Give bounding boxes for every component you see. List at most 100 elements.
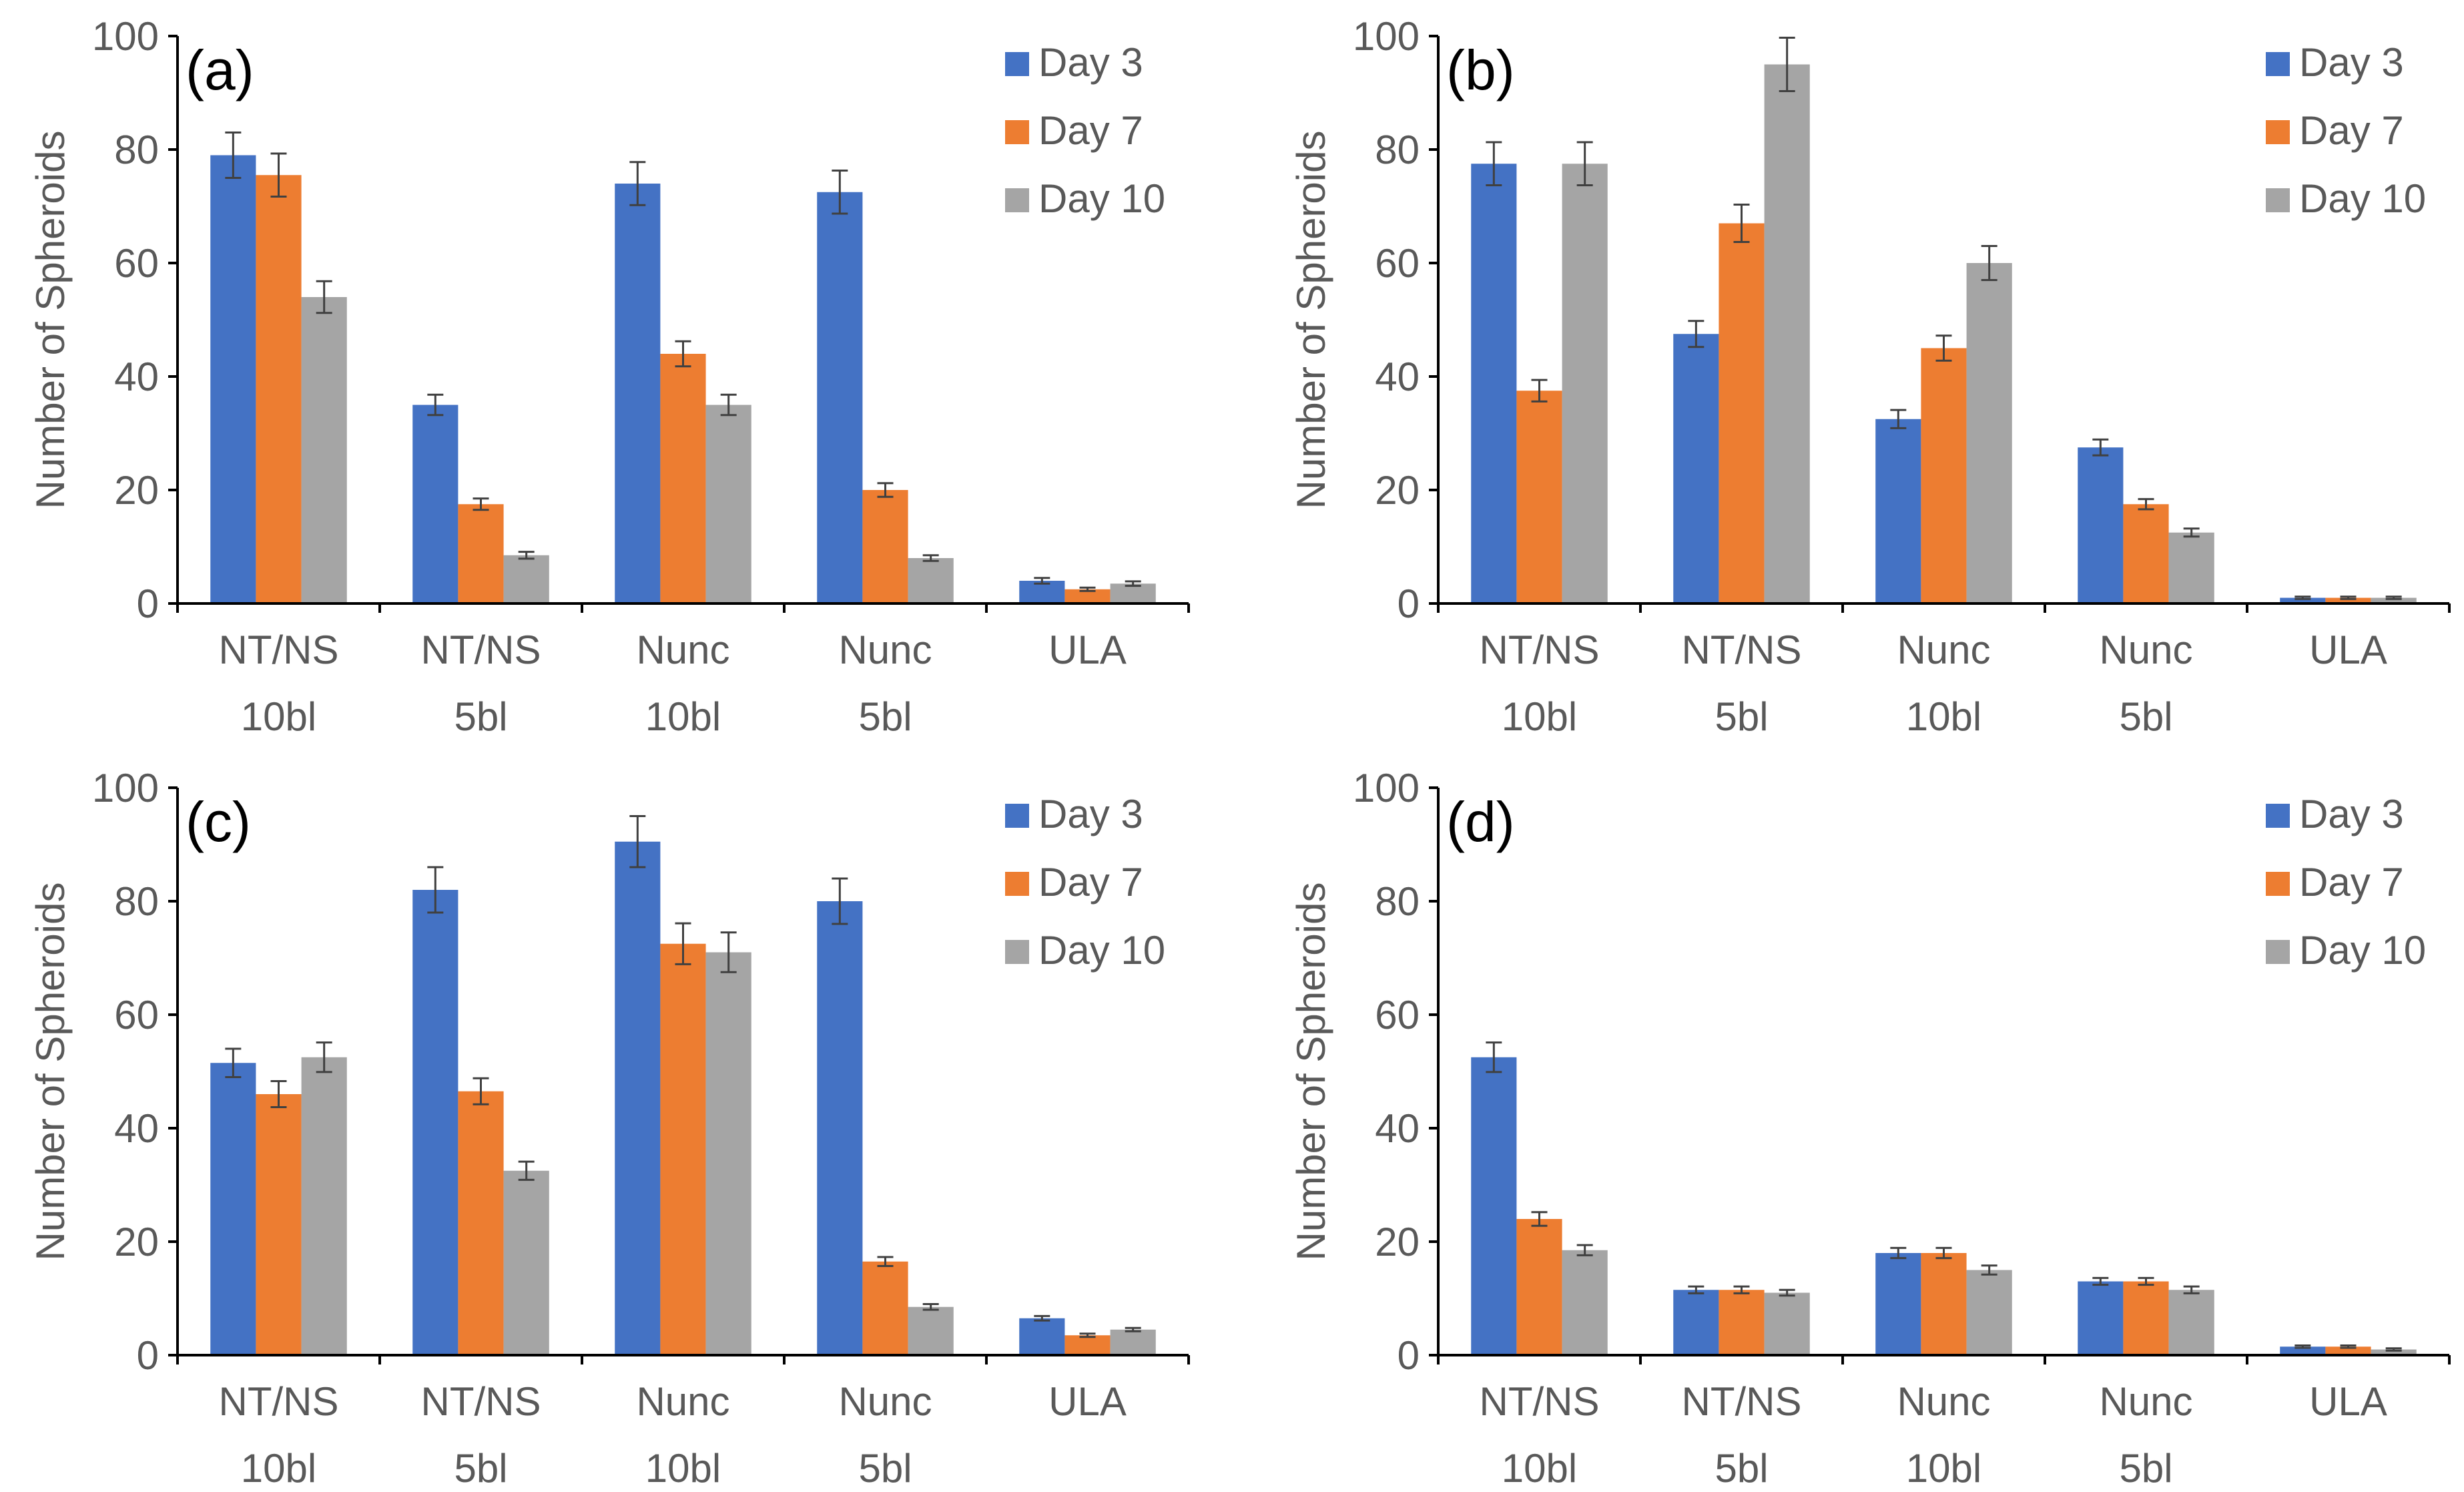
y-tick-label: 20 — [1375, 1220, 1420, 1264]
chart-panel-1: 0 20 40 60 80 100 NT/NS 10bl NT/NS 5bl Nunc 10bl Nun… — [1289, 14, 2451, 739]
bar-day-10-0 — [301, 297, 347, 603]
legend-label: Day 10 — [1038, 928, 1165, 973]
chart-panel-2: 0 20 40 60 80 100 NT/NS 10bl NT/NS 5bl Nunc 10bl Nun… — [28, 766, 1190, 1491]
x-tick-label: NT/NS — [421, 628, 541, 672]
y-axis-label: Number of Spheroids — [28, 883, 73, 1261]
error-bar-day-3-4 — [1034, 577, 1050, 585]
bar-day-10-4 — [2371, 597, 2417, 603]
legend: Day 3 Day 7 Day 10 — [1005, 40, 1165, 221]
bar-day-3-3 — [817, 192, 863, 603]
x-tick-label: 5bl — [454, 1446, 507, 1491]
error-bar-day-3-0 — [1486, 141, 1502, 187]
bar-day-3-0 — [1471, 1057, 1517, 1355]
bar-day-10-0 — [301, 1057, 347, 1355]
bar-day-3-1 — [1673, 334, 1719, 603]
x-tick-label: NT/NS — [1682, 1379, 1802, 1424]
error-bar-day-7-4 — [2340, 1344, 2357, 1349]
legend-label: Day 10 — [2299, 176, 2426, 221]
error-bar-day-10-3 — [922, 1303, 939, 1311]
error-bar-day-3-1 — [1688, 1285, 1705, 1294]
bar-day-3-4 — [2280, 1346, 2326, 1355]
y-tick-label: 80 — [1375, 879, 1420, 924]
error-bar-day-3-1 — [427, 866, 444, 914]
bar-day-7-3 — [2123, 1281, 2169, 1355]
legend-label: Day 7 — [1038, 860, 1143, 905]
error-bar-day-7-4 — [1079, 1332, 1096, 1338]
bar-day-7-0 — [1516, 1219, 1562, 1355]
bar-day-10-3 — [2168, 532, 2214, 603]
error-bar-day-7-2 — [675, 922, 691, 965]
error-bar-day-10-1 — [1779, 1288, 1795, 1297]
x-tick-label: 10bl — [1906, 694, 1981, 739]
error-bar-day-3-2 — [1890, 1246, 1907, 1260]
x-tick-label: NT/NS — [1682, 628, 1802, 672]
error-bar-day-3-0 — [225, 132, 242, 179]
error-bar-day-3-2 — [629, 161, 646, 206]
x-tick-label: 10bl — [241, 1446, 316, 1491]
error-bar-day-3-0 — [225, 1047, 242, 1078]
bar-day-7-1 — [458, 1091, 504, 1355]
legend-swatch-day-7 — [1005, 872, 1029, 896]
x-tick-label: Nunc — [2099, 628, 2192, 672]
error-bar-day-7-3 — [2138, 498, 2154, 511]
legend-swatch-day-7 — [2266, 120, 2290, 144]
y-tick-label: 80 — [1375, 128, 1420, 172]
legend-label: Day 3 — [2299, 40, 2404, 85]
error-bar-day-3-3 — [2092, 438, 2109, 457]
legend-swatch-day-7 — [1005, 120, 1029, 144]
bar-day-3-3 — [817, 901, 863, 1355]
error-bar-day-10-2 — [720, 931, 737, 973]
bar-day-7-1 — [1719, 223, 1765, 603]
bar-day-10-4 — [1110, 583, 1156, 603]
x-tick-label: NT/NS — [1480, 628, 1600, 672]
error-bar-day-7-2 — [1935, 334, 1952, 362]
x-tick-label: Nunc — [1897, 1379, 1990, 1424]
bar-day-7-3 — [2123, 504, 2169, 603]
bar-day-10-2 — [705, 952, 751, 1355]
bar-day-7-0 — [1516, 391, 1562, 603]
error-bar-day-7-3 — [2138, 1276, 2154, 1286]
error-bar-day-3-3 — [832, 877, 848, 925]
y-tick-label: 20 — [114, 1220, 159, 1264]
error-bar-day-7-0 — [270, 152, 287, 198]
bar-day-10-2 — [1966, 263, 2012, 603]
error-bar-day-7-3 — [877, 482, 894, 498]
x-tick-label: 10bl — [1502, 694, 1577, 739]
error-bar-day-7-0 — [270, 1079, 287, 1109]
error-bar-day-10-4 — [2385, 595, 2402, 600]
error-bar-day-10-4 — [2385, 1347, 2402, 1352]
legend-swatch-day-3 — [1005, 52, 1029, 76]
legend-label: Day 10 — [1038, 176, 1165, 221]
x-tick-label: 5bl — [1715, 694, 1768, 739]
legend-swatch-day-10 — [1005, 940, 1029, 964]
x-tick-label: 5bl — [858, 1446, 912, 1491]
bar-day-3-1 — [412, 405, 458, 603]
chart-panel-0: 0 20 40 60 80 100 NT/NS 10bl NT/NS 5bl Nunc 10bl Nun… — [28, 14, 1190, 739]
bar-day-10-2 — [705, 405, 751, 603]
x-tick-label: 10bl — [645, 1446, 721, 1491]
bar-day-7-4 — [2325, 597, 2371, 603]
y-tick-label: 80 — [114, 879, 159, 924]
error-bar-day-7-1 — [473, 497, 489, 511]
bar-day-3-1 — [412, 890, 458, 1355]
x-tick-label: NT/NS — [1480, 1379, 1600, 1424]
error-bar-day-3-4 — [1034, 1314, 1050, 1322]
error-bar-day-7-1 — [1733, 203, 1750, 244]
error-bar-day-7-2 — [1935, 1246, 1952, 1260]
y-tick-label: 0 — [1398, 1333, 1420, 1378]
error-bar-day-10-2 — [1981, 245, 1997, 281]
error-bar-day-10-1 — [518, 1160, 535, 1181]
y-tick-label: 20 — [114, 468, 159, 513]
x-tick-label: Nunc — [838, 1379, 932, 1424]
error-bar-day-7-4 — [2340, 595, 2357, 600]
bar-day-10-1 — [1764, 1292, 1810, 1355]
x-tick-label: 5bl — [2119, 1446, 2172, 1491]
bar-day-10-2 — [1966, 1270, 2012, 1355]
bar-day-10-1 — [503, 555, 549, 603]
error-bar-day-10-3 — [922, 554, 939, 562]
legend-label: Day 3 — [1038, 792, 1143, 836]
bar-day-7-1 — [1719, 1290, 1765, 1355]
x-tick-label: ULA — [2309, 628, 2387, 672]
bar-day-7-0 — [256, 175, 302, 603]
y-tick-label: 60 — [1375, 241, 1420, 286]
